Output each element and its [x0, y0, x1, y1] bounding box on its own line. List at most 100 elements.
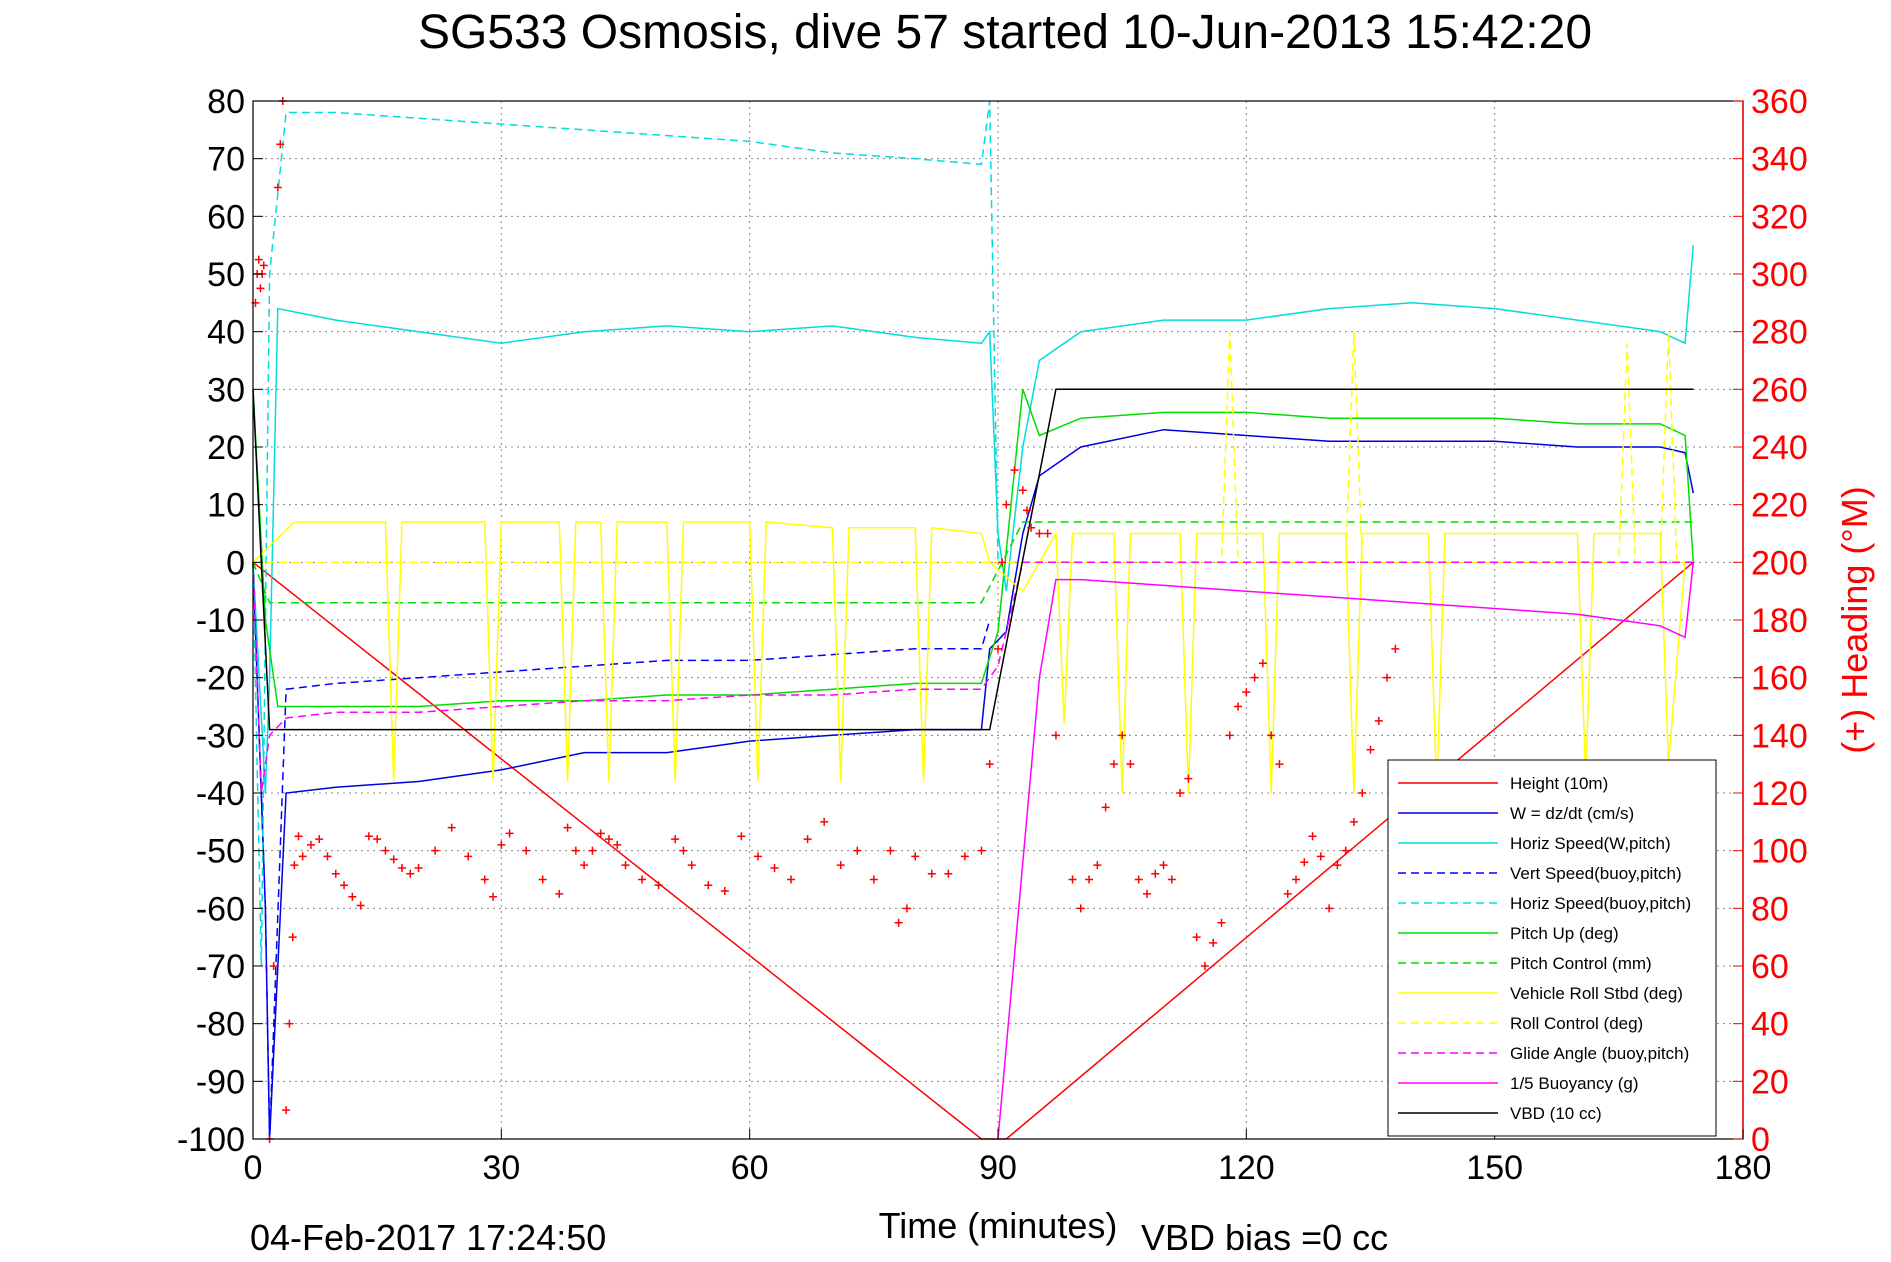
heading-point — [1225, 731, 1234, 740]
heading-point — [1109, 760, 1118, 769]
heading-point — [480, 875, 489, 884]
heading-point — [787, 875, 796, 884]
heading-point — [555, 889, 564, 898]
x-tick-label: 60 — [731, 1149, 769, 1187]
heading-point — [282, 1106, 291, 1115]
heading-point — [414, 863, 423, 872]
heading-point — [256, 284, 265, 293]
x-tick-label: 90 — [979, 1149, 1017, 1187]
series-line-7 — [252, 521, 1686, 794]
heading-point — [911, 852, 920, 861]
heading-point — [1325, 904, 1334, 913]
heading-point — [927, 869, 936, 878]
left-tick-label: -60 — [196, 890, 245, 928]
heading-point — [489, 892, 498, 901]
right-tick-label: 0 — [1751, 1121, 1770, 1159]
heading-point — [596, 829, 605, 838]
heading-point — [1333, 861, 1342, 870]
right-tick-label: 300 — [1751, 256, 1808, 294]
left-tick-label: 10 — [207, 487, 245, 525]
right-tick-label: 60 — [1751, 948, 1789, 986]
right-axis: 3603403203002802602402202001801601401201… — [1733, 83, 1808, 1159]
heading-point — [1043, 529, 1052, 538]
heading-point — [294, 832, 303, 841]
heading-point — [886, 846, 895, 855]
heading-point — [315, 835, 324, 844]
legend-entry-7: Vehicle Roll Stbd (deg) — [1510, 984, 1683, 1003]
left-tick-label: 20 — [207, 429, 245, 467]
heading-point — [1308, 832, 1317, 841]
footer-timestamp: 04-Feb-2017 17:24:50 — [250, 1217, 606, 1258]
heading-point — [902, 904, 911, 913]
heading-point — [985, 760, 994, 769]
heading-point — [356, 901, 365, 910]
heading-point — [348, 892, 357, 901]
legend-entry-10: 1/5 Buoyancy (g) — [1510, 1074, 1639, 1093]
heading-point — [1002, 500, 1011, 509]
heading-point — [563, 823, 572, 832]
x-tick-label: 30 — [482, 1149, 520, 1187]
series-line-2 — [252, 245, 1695, 794]
heading-point — [853, 846, 862, 855]
legend-entry-0: Height (10m) — [1510, 774, 1608, 793]
heading-point — [259, 261, 268, 270]
heading-point — [1159, 861, 1168, 870]
heading-point — [998, 558, 1007, 567]
right-tick-label: 160 — [1751, 660, 1808, 698]
heading-point — [704, 881, 713, 890]
heading-point — [306, 840, 315, 849]
heading-point — [654, 881, 663, 890]
heading-point — [1035, 529, 1044, 538]
heading-point — [464, 852, 473, 861]
heading-point — [836, 861, 845, 870]
heading-point — [538, 875, 547, 884]
left-axis: 80 70 60 50 40 30 20 10 0 -10 -20 -30 -40 -50 -60 -70 -8… — [177, 83, 263, 1159]
heading-point — [1010, 466, 1019, 475]
x-axis: 0 30 60 90 120 150 180 — [244, 1129, 1771, 1187]
right-tick-label: 240 — [1751, 429, 1808, 467]
heading-point — [770, 863, 779, 872]
x-axis-label: Time (minutes) — [879, 1205, 1118, 1246]
series-line-11 — [252, 388, 1694, 731]
heading-point — [894, 918, 903, 927]
heading-point — [406, 869, 415, 878]
heading-point — [1151, 869, 1160, 878]
heading-point — [1022, 506, 1031, 515]
heading-point — [1051, 731, 1060, 740]
heading-point — [613, 840, 622, 849]
heading-point — [1374, 716, 1383, 725]
heading-point — [431, 846, 440, 855]
legend-entry-1: W = dz/dt (cm/s) — [1510, 804, 1634, 823]
heading-point — [1250, 673, 1259, 682]
heading-point — [960, 852, 969, 861]
right-tick-label: 180 — [1751, 602, 1808, 640]
heading-point — [389, 855, 398, 864]
heading-point — [1134, 875, 1143, 884]
heading-point — [1076, 904, 1085, 913]
heading-point — [331, 869, 340, 878]
heading-point — [447, 823, 456, 832]
heading-point — [285, 1019, 294, 1028]
heading-point — [1217, 918, 1226, 927]
left-tick-label: 70 — [207, 141, 245, 179]
heading-point — [497, 840, 506, 849]
right-tick-label: 40 — [1751, 1006, 1789, 1044]
heading-point — [290, 861, 299, 870]
heading-point — [1242, 688, 1251, 697]
heading-point — [1068, 875, 1077, 884]
heading-point — [273, 183, 282, 192]
heading-point — [373, 835, 382, 844]
heading-point — [1258, 659, 1267, 668]
heading-point — [803, 835, 812, 844]
right-tick-label: 100 — [1751, 833, 1808, 871]
left-tick-label: -70 — [196, 948, 245, 986]
legend-entry-2: Horiz Speed(W,pitch) — [1510, 834, 1671, 853]
heading-point — [687, 861, 696, 870]
heading-point — [944, 869, 953, 878]
heading-point — [1267, 731, 1276, 740]
series-line-8 — [253, 331, 1694, 564]
left-tick-label: -90 — [196, 1063, 245, 1101]
heading-point — [1349, 817, 1358, 826]
heading-point — [1358, 789, 1367, 797]
heading-point — [869, 875, 878, 884]
